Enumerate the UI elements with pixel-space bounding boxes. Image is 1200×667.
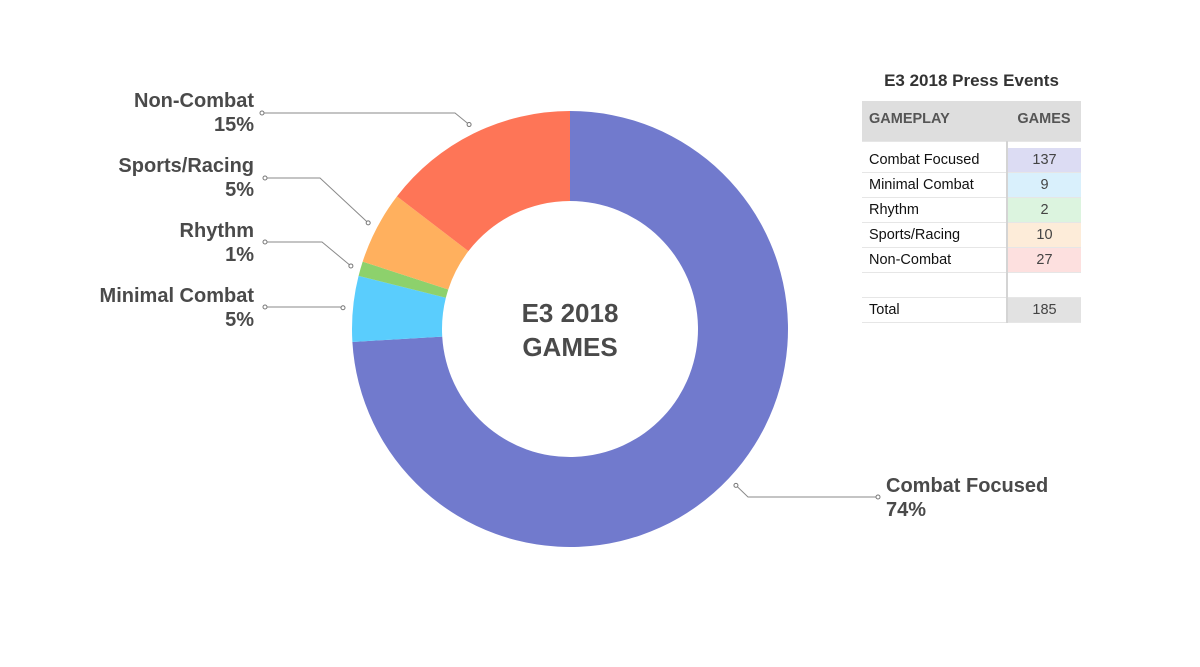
row-label: Combat Focused: [862, 147, 1008, 173]
table-row: Sports/Racing 10: [862, 222, 1081, 248]
leader-line-non-combat: [262, 112, 470, 125]
leader-dot: [348, 263, 354, 269]
slice-label-combat-focused: Combat Focused 74%: [886, 474, 1106, 522]
center-label-line-2: GAMES: [522, 332, 618, 362]
slice-label-non-combat: Non-Combat 15%: [60, 89, 254, 137]
slice-name: Combat Focused: [886, 475, 1049, 497]
slice-percent: 5%: [225, 309, 254, 331]
row-value: 137: [1007, 147, 1081, 173]
leader-dot: [259, 110, 265, 116]
slice-percent: 1%: [225, 244, 254, 266]
slice-sports-racing: [362, 196, 469, 290]
slice-percent: 15%: [213, 114, 254, 136]
table-empty-row: [862, 272, 1081, 298]
table-row: Minimal Combat 9: [862, 172, 1081, 198]
table-row: Rhythm 2: [862, 197, 1081, 223]
table-row: Combat Focused 137: [862, 147, 1081, 173]
leader-line-rhythm: [265, 241, 352, 267]
table-row: Non-Combat 27: [862, 247, 1081, 273]
donut-slices: [352, 111, 788, 547]
slice-label-rhythm: Rhythm 1%: [60, 219, 254, 267]
header-games: GAMES: [1007, 101, 1081, 142]
row-label: Minimal Combat: [862, 172, 1008, 198]
slice-name: Minimal Combat: [99, 285, 254, 307]
slice-percent: 74%: [886, 499, 927, 521]
slice-combat-focused: [352, 111, 788, 547]
leader-dot: [365, 220, 371, 226]
leader-line-combat-focused: [735, 484, 878, 498]
header-gameplay: GAMEPLAY: [862, 101, 1007, 142]
slice-minimal-combat: [352, 275, 446, 342]
press-events-table: GAMEPLAY GAMES Combat Focused 137 Minima…: [862, 101, 1081, 323]
center-label-line-1: E3 2018: [521, 298, 619, 328]
slice-name: Rhythm: [179, 220, 254, 242]
row-label: Sports/Racing: [862, 222, 1008, 248]
leader-dot: [262, 304, 268, 310]
slice-name: Sports/Racing: [118, 155, 254, 177]
slice-name: Non-Combat: [134, 90, 254, 112]
leader-lines: [259, 110, 881, 500]
row-value: 2: [1007, 197, 1081, 223]
leader-line-sports-racing: [265, 177, 369, 224]
leader-dot: [340, 305, 346, 311]
leader-dot: [466, 122, 472, 128]
leader-dot: [262, 175, 268, 181]
leader-dot: [733, 482, 739, 488]
row-value: 27: [1007, 247, 1081, 273]
slice-label-sports-racing: Sports/Racing 5%: [60, 154, 254, 202]
leader-line-minimal-combat: [265, 306, 344, 309]
row-value: 9: [1007, 172, 1081, 198]
leader-dot: [875, 494, 881, 500]
slice-non-combat: [396, 111, 570, 252]
table-title: E3 2018 Press Events: [884, 71, 1059, 90]
row-label: Non-Combat: [862, 247, 1008, 273]
row-value: 10: [1007, 222, 1081, 248]
total-label: Total: [862, 297, 1008, 323]
table-header-row: GAMEPLAY GAMES: [862, 101, 1081, 142]
row-label: Rhythm: [862, 197, 1008, 223]
leader-dot: [262, 239, 268, 245]
slice-percent: 5%: [225, 179, 254, 201]
donut-center-label: E3 2018 GAMES: [470, 296, 670, 364]
slice-rhythm: [358, 261, 449, 298]
total-value: 185: [1007, 297, 1081, 323]
table-total-row: Total 185: [862, 297, 1081, 323]
slice-label-minimal-combat: Minimal Combat 5%: [40, 284, 254, 332]
